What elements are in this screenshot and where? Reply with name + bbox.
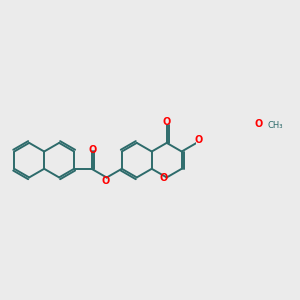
Text: O: O (195, 135, 203, 145)
Text: O: O (254, 119, 263, 130)
Text: O: O (163, 117, 171, 128)
Text: O: O (88, 145, 97, 155)
Text: O: O (160, 173, 168, 184)
Text: O: O (101, 176, 110, 186)
Text: CH₃: CH₃ (267, 121, 283, 130)
